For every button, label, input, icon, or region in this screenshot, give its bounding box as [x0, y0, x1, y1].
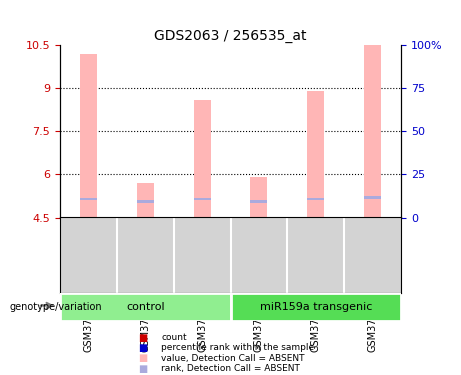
- Text: control: control: [126, 302, 165, 312]
- Bar: [250, 177, 267, 218]
- Title: GDS2063 / 256535_at: GDS2063 / 256535_at: [154, 28, 307, 43]
- Bar: [230, 292, 401, 321]
- Text: ■: ■: [138, 333, 148, 342]
- Bar: [364, 196, 381, 199]
- Text: count: count: [161, 333, 187, 342]
- Bar: [136, 183, 154, 218]
- Bar: [60, 292, 230, 321]
- Bar: [307, 91, 324, 218]
- Bar: [80, 54, 97, 217]
- Bar: [136, 200, 154, 203]
- Text: genotype/variation: genotype/variation: [9, 302, 102, 312]
- Text: rank, Detection Call = ABSENT: rank, Detection Call = ABSENT: [161, 364, 300, 374]
- Text: miR159a transgenic: miR159a transgenic: [260, 302, 372, 312]
- Text: ■: ■: [138, 343, 148, 353]
- Bar: [250, 200, 267, 203]
- Bar: [307, 198, 324, 200]
- Bar: [364, 45, 381, 218]
- Text: value, Detection Call = ABSENT: value, Detection Call = ABSENT: [161, 354, 305, 363]
- Text: ■: ■: [138, 354, 148, 363]
- Bar: [80, 198, 97, 200]
- Bar: [194, 100, 211, 218]
- Text: ■: ■: [138, 364, 148, 374]
- Text: percentile rank within the sample: percentile rank within the sample: [161, 344, 314, 352]
- Bar: [194, 198, 211, 200]
